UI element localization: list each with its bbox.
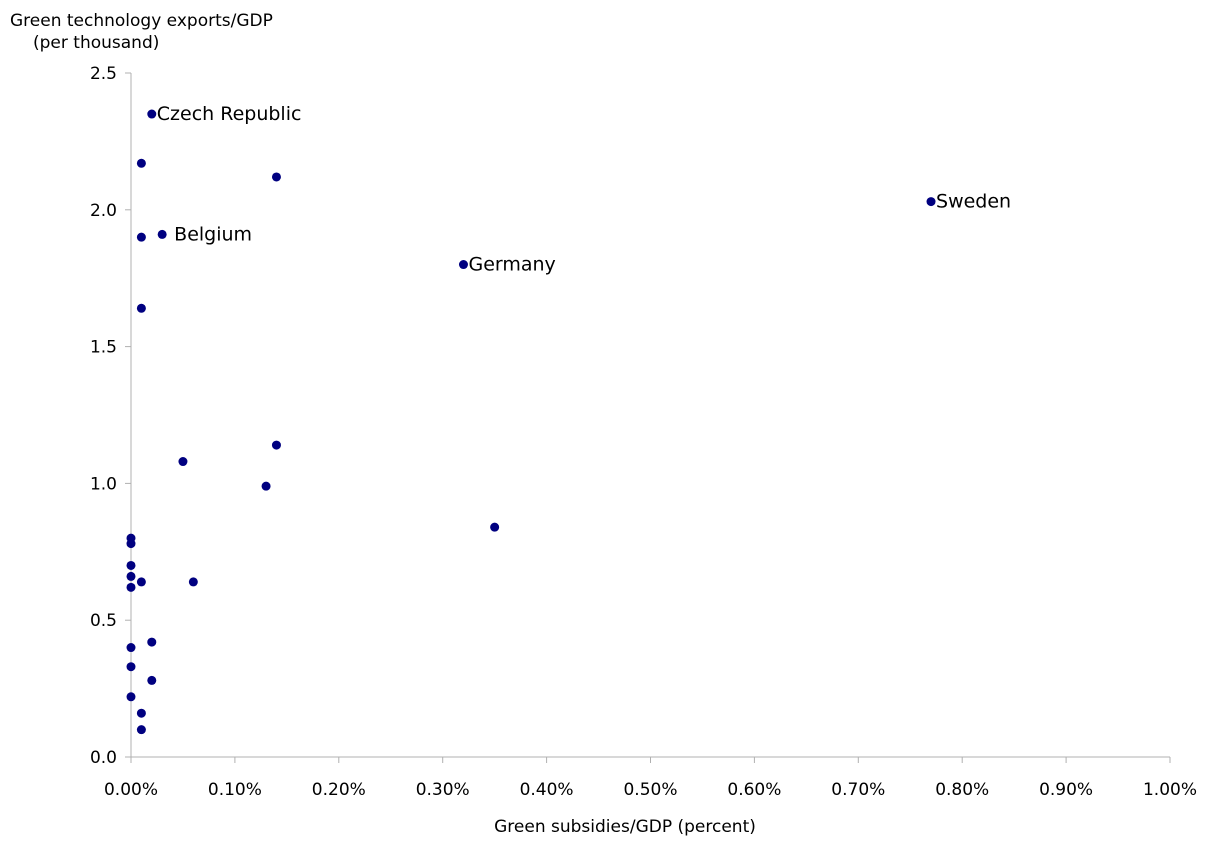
x-tick-label: 0.50%: [623, 780, 677, 800]
x-tick-label: 0.60%: [727, 780, 781, 800]
point-label: Czech Republic: [157, 103, 302, 125]
x-tick-label: 1.00%: [1143, 780, 1197, 800]
data-point: [136, 708, 146, 718]
x-tick-label: 0.00%: [104, 780, 158, 800]
data-point: [188, 577, 198, 587]
axes: [125, 72, 1171, 763]
x-tick-label: 0.90%: [1039, 780, 1093, 800]
data-point: [126, 571, 136, 581]
data-point: [490, 522, 500, 532]
data-point: [458, 260, 468, 270]
y-tick-label: 1.5: [90, 338, 117, 358]
x-tick-label: 0.40%: [520, 780, 574, 800]
data-points: [126, 109, 936, 735]
x-tick-label: 0.30%: [416, 780, 470, 800]
x-tick-label: 0.70%: [831, 780, 885, 800]
y-tick-labels: 0.0 0.5 1.0 1.5 2.0 2.5: [90, 64, 117, 768]
y-axis-title-line2: (per thousand): [33, 33, 159, 53]
data-point: [136, 232, 146, 242]
data-point: [126, 560, 136, 570]
data-point: [126, 662, 136, 672]
data-point: [126, 692, 136, 702]
data-point: [926, 197, 936, 207]
x-tick-label: 0.20%: [312, 780, 366, 800]
data-point: [157, 229, 167, 239]
data-point: [136, 577, 146, 587]
y-tick-label: 2.0: [90, 201, 117, 221]
data-point: [126, 582, 136, 592]
point-label: Germany: [468, 254, 555, 276]
data-point: [271, 440, 281, 450]
point-label: Belgium: [174, 223, 252, 245]
point-label: Sweden: [936, 191, 1011, 213]
data-point: [136, 158, 146, 168]
x-tick-label: 0.10%: [208, 780, 262, 800]
data-point: [178, 457, 188, 467]
y-tick-label: 0.5: [90, 611, 117, 631]
data-point: [126, 643, 136, 653]
data-point: [147, 675, 157, 685]
point-labels: Czech Republic Sweden Belgium Germany: [157, 103, 1011, 275]
x-tick-label: 0.80%: [935, 780, 989, 800]
data-point: [136, 303, 146, 313]
data-point: [261, 481, 271, 491]
y-axis-title-line1: Green technology exports/GDP: [10, 11, 273, 31]
data-point: [126, 539, 136, 549]
y-tick-label: 0.0: [90, 748, 117, 768]
y-tick-label: 2.5: [90, 64, 117, 84]
data-point: [136, 725, 146, 735]
data-point: [147, 637, 157, 647]
data-point: [147, 109, 157, 119]
data-point: [271, 172, 281, 182]
y-tick-label: 1.0: [90, 474, 117, 494]
x-tick-labels: 0.00% 0.10% 0.20% 0.30% 0.40% 0.50% 0.60% 0.70%…: [104, 780, 1197, 800]
x-axis-title: Green subsidies/GDP (percent): [494, 817, 756, 837]
